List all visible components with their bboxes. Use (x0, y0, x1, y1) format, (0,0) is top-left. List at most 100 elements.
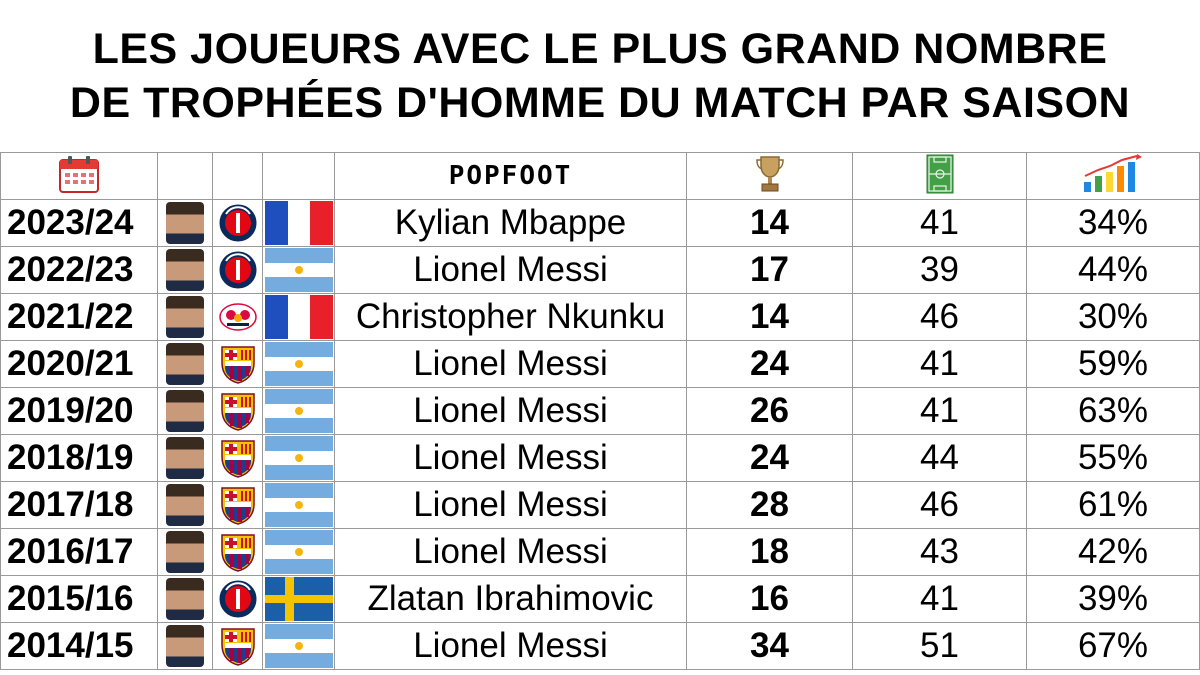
matches-cell: 43 (852, 528, 1027, 576)
motm-percent: 34% (1077, 203, 1149, 242)
france-flag-icon (264, 295, 333, 339)
argentina-flag-icon (264, 436, 333, 480)
matches-count: 41 (920, 203, 959, 242)
header-matches-cell (852, 152, 1027, 200)
player-name-cell: Lionel Messi (334, 528, 687, 576)
table-row: 2019/20 Lionel Messi 26 41 63% (0, 387, 1200, 435)
argentina-flag-icon (264, 530, 333, 574)
table-row: 2021/22 Christopher Nkunku 14 46 30% (0, 293, 1200, 341)
leipzig-crest-icon (218, 296, 258, 338)
player-photo (166, 531, 204, 573)
season-cell: 2021/22 (0, 293, 158, 341)
psg-crest-icon (218, 249, 258, 291)
photo-cell (157, 293, 213, 341)
player-photo (166, 249, 204, 291)
player-photo (166, 343, 204, 385)
matches-cell: 41 (852, 387, 1027, 435)
club-cell (212, 434, 263, 482)
player-name-cell: Lionel Messi (334, 387, 687, 435)
club-cell (212, 387, 263, 435)
club-cell (212, 293, 263, 341)
flag-cell (262, 622, 335, 670)
photo-cell (157, 340, 213, 388)
club-cell (212, 622, 263, 670)
player-name: Christopher Nkunku (355, 297, 666, 336)
matches-count: 43 (920, 532, 959, 571)
percent-cell: 63% (1026, 387, 1200, 435)
trophy-icon (755, 155, 784, 191)
photo-cell (157, 387, 213, 435)
motm-cell: 24 (686, 340, 853, 388)
table-row: 2018/19 Lionel Messi 24 44 55% (0, 434, 1200, 482)
player-name: Lionel Messi (413, 344, 608, 383)
player-name: Lionel Messi (413, 250, 608, 289)
photo-cell (157, 622, 213, 670)
player-photo (166, 484, 204, 526)
flag-cell (262, 434, 335, 482)
motm-count: 17 (750, 250, 789, 289)
psg-crest-icon (218, 202, 258, 244)
matches-cell: 51 (852, 622, 1027, 670)
popfoot-logo: POPFOOT (448, 161, 573, 191)
motm-percent: 67% (1077, 626, 1149, 665)
player-photo (166, 578, 204, 620)
percent-cell: 67% (1026, 622, 1200, 670)
barcelona-crest-icon (218, 343, 258, 385)
header-logo-cell: POPFOOT (334, 152, 687, 200)
photo-cell (157, 528, 213, 576)
season-label: 2014/15 (7, 626, 134, 665)
player-name-cell: Lionel Messi (334, 622, 687, 670)
player-photo (166, 625, 204, 667)
player-name-cell: Lionel Messi (334, 481, 687, 529)
motm-count: 18 (750, 532, 789, 571)
season-cell: 2017/18 (0, 481, 158, 529)
club-cell (212, 246, 263, 294)
calendar-icon (59, 155, 99, 193)
motm-cell: 34 (686, 622, 853, 670)
motm-cell: 14 (686, 199, 853, 247)
season-label: 2016/17 (7, 532, 134, 571)
season-label: 2023/24 (7, 203, 134, 242)
motm-count: 24 (750, 344, 789, 383)
motm-percent: 42% (1077, 532, 1149, 571)
header-season-cell (0, 152, 158, 200)
photo-cell (157, 246, 213, 294)
matches-count: 39 (920, 250, 959, 289)
photo-cell (157, 575, 213, 623)
club-cell (212, 340, 263, 388)
argentina-flag-icon (264, 389, 333, 433)
motm-count: 28 (750, 485, 789, 524)
header-percent-cell (1026, 152, 1200, 200)
motm-count: 16 (750, 579, 789, 618)
france-flag-icon (264, 201, 333, 245)
motm-percent: 55% (1077, 438, 1149, 477)
season-label: 2021/22 (7, 297, 134, 336)
season-cell: 2020/21 (0, 340, 158, 388)
argentina-flag-icon (264, 624, 333, 668)
player-photo (166, 390, 204, 432)
motm-count: 24 (750, 438, 789, 477)
page-title: LES JOUEURS AVEC LE PLUS GRAND NOMBRE DE… (0, 0, 1200, 152)
matches-count: 44 (920, 438, 959, 477)
matches-cell: 39 (852, 246, 1027, 294)
matches-count: 41 (920, 579, 959, 618)
player-name: Zlatan Ibrahimovic (367, 579, 654, 618)
motm-count: 34 (750, 626, 789, 665)
table-row: 2022/23 Lionel Messi 17 39 44% (0, 246, 1200, 294)
motm-count: 26 (750, 391, 789, 430)
percent-cell: 59% (1026, 340, 1200, 388)
season-label: 2022/23 (7, 250, 134, 289)
player-name-cell: Zlatan Ibrahimovic (334, 575, 687, 623)
matches-count: 46 (920, 485, 959, 524)
flag-cell (262, 575, 335, 623)
matches-count: 51 (920, 626, 959, 665)
argentina-flag-icon (264, 342, 333, 386)
season-cell: 2014/15 (0, 622, 158, 670)
table-row: 2023/24 Kylian Mbappe 14 41 34% (0, 199, 1200, 247)
pitch-icon (926, 154, 953, 193)
barcelona-crest-icon (218, 625, 258, 667)
player-name: Lionel Messi (413, 626, 608, 665)
season-cell: 2015/16 (0, 575, 158, 623)
header-flag-cell (262, 152, 335, 200)
flag-cell (262, 246, 335, 294)
